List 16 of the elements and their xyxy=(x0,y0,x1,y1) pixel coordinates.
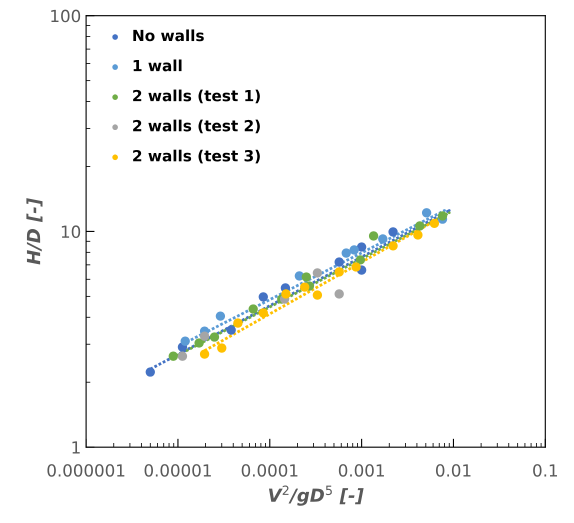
x-tick-label: 0.01 xyxy=(436,464,470,477)
x-tick-label: 0.001 xyxy=(338,464,384,477)
x-tick-label: 0.00001 xyxy=(144,464,211,477)
legend-label: 2 walls (test 3) xyxy=(133,150,260,164)
y-tick-label: 1 xyxy=(72,441,80,454)
legend-label: 2 walls (test 2) xyxy=(133,120,260,134)
x-tick-label: 0.0001 xyxy=(242,464,298,477)
x-tick-label: 0.1 xyxy=(533,464,558,477)
legend-label: 1 wall xyxy=(134,60,182,72)
y-axis-title: H/D [-] xyxy=(26,198,42,265)
x-tick-label: 0.000001 xyxy=(47,464,124,477)
x-axis-title: V$^{2}$/gD$^{5}$ [-] xyxy=(268,486,364,506)
legend-label: No walls xyxy=(133,29,204,42)
y-tick-label: 100 xyxy=(51,10,80,22)
legend-label: 2 walls (test 1) xyxy=(133,90,260,104)
y-tick-label: 10 xyxy=(62,225,80,238)
